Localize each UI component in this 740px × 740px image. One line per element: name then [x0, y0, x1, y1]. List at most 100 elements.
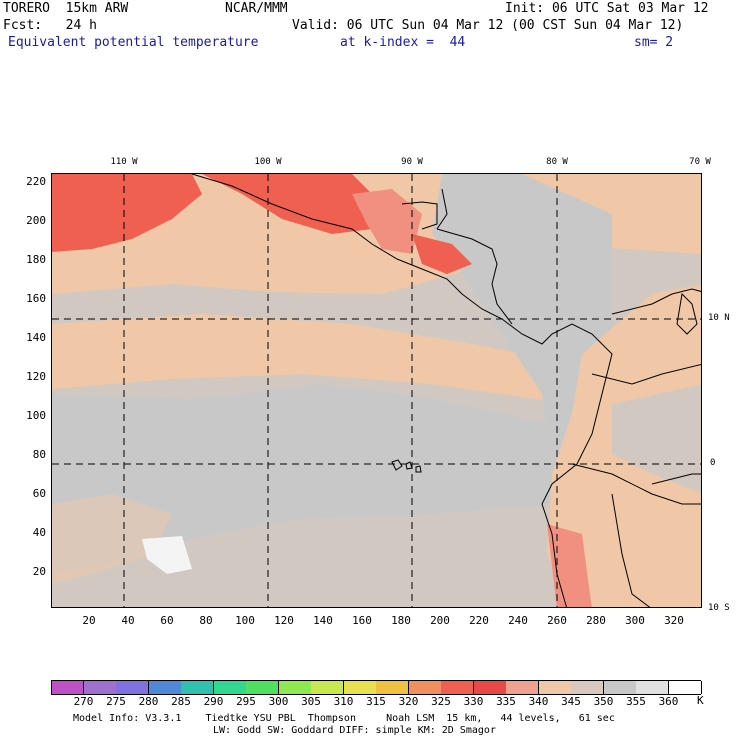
field-region-tan-south: [52, 494, 172, 584]
lake-maracaibo: [676, 292, 698, 335]
field-hot-peru: [547, 524, 592, 607]
field-hot-guatemala: [352, 189, 422, 254]
colorbar-label: 340: [528, 695, 549, 708]
x-tick: 300: [625, 614, 645, 627]
y-tick: 100: [26, 409, 46, 422]
colorbar-swatch: [571, 681, 604, 694]
colorbar-label: 315: [366, 695, 386, 708]
model-title: TORERO 15km ARW: [3, 1, 129, 16]
field-region-grey-north: [432, 174, 612, 474]
colorbar-label: 320: [398, 695, 419, 708]
x-tick: 140: [313, 614, 333, 627]
y-tick: 180: [26, 253, 46, 266]
island-galapagos-a: [391, 459, 403, 471]
colorbar-label: 355: [626, 695, 646, 708]
x-tick: 20: [82, 614, 96, 627]
colorbar-swatch: [506, 681, 539, 694]
colorbar-swatch: [148, 681, 182, 694]
smoothing-label: sm= 2: [634, 35, 674, 50]
coastlines: [191, 174, 701, 607]
x-tick: 160: [352, 614, 372, 627]
init-time: Init: 06 UTC Sat 03 Mar 12: [505, 1, 709, 16]
x-tick: 240: [508, 614, 528, 627]
colorbar-swatch: [603, 681, 637, 694]
colorbar-swatch: [408, 681, 442, 694]
colorbar-swatch: [636, 681, 669, 694]
x-tick: 40: [121, 614, 135, 627]
colorbar-swatch: [213, 681, 247, 694]
colorbar-swatch: [181, 681, 214, 694]
x-tick: 180: [391, 614, 411, 627]
y-tick: 220: [26, 175, 46, 188]
coastline-belize: [436, 188, 448, 230]
lat-label-10n: 10 N: [708, 313, 730, 323]
colorbar-label: 335: [496, 695, 516, 708]
coastline-yucatan: [401, 201, 438, 230]
colorbar-label: 330: [463, 695, 484, 708]
border-peru: [571, 463, 701, 505]
lon-label-70w: 70 W: [689, 157, 711, 167]
x-tick: 120: [274, 614, 294, 627]
footer-physics: LW: Godd SW: Goddard DIFF: simple KM: 2D…: [213, 725, 496, 736]
colorbar-swatch: [473, 681, 507, 694]
lon-label-110w: 110 W: [110, 157, 138, 167]
colorbar-label: 270: [73, 695, 94, 708]
colorbar-swatch: [51, 681, 84, 694]
colorbar-unit: K: [697, 694, 704, 707]
field-spot-white: [142, 536, 192, 574]
colorbar-swatch: [83, 681, 117, 694]
colorbar-swatch: [278, 681, 312, 694]
colorbar-label: 285: [171, 695, 191, 708]
x-tick: 200: [430, 614, 450, 627]
colorbar-label: 360: [658, 695, 679, 708]
map-panel: [51, 173, 702, 608]
colorbar-swatch: [376, 681, 409, 694]
colorbar-label: 345: [561, 695, 581, 708]
colorbar-swatch: [116, 681, 149, 694]
x-tick: 100: [235, 614, 255, 627]
y-tick: 60: [32, 487, 46, 500]
y-tick: 40: [32, 526, 46, 539]
border-colombia: [591, 363, 701, 385]
colorbar-label: 275: [106, 695, 126, 708]
field-band-tan: [52, 314, 572, 404]
colorbar-swatch: [343, 681, 377, 694]
field-land-interior: [612, 384, 701, 494]
lon-label-100w: 100 W: [254, 157, 282, 167]
y-tick: 80: [32, 448, 46, 461]
lat-label-0: 0: [710, 458, 716, 468]
x-tick: 220: [469, 614, 489, 627]
colorbar-label: 300: [268, 695, 289, 708]
footer-model-info: Model Info: V3.3.1 Tiedtke YSU PBL Thomp…: [73, 713, 615, 724]
colorbar: [51, 680, 702, 695]
colorbar-label: 295: [236, 695, 256, 708]
colorbar-swatch: [538, 681, 572, 694]
level-label: at k-index = 44: [340, 35, 466, 50]
graticule: [52, 174, 701, 607]
colorbar-label: 290: [203, 695, 224, 708]
island-galapagos-b: [405, 461, 413, 470]
center-label: NCAR/MMM: [225, 1, 288, 16]
coastline-caribbean: [436, 228, 513, 325]
colorbar-label: 325: [431, 695, 451, 708]
lon-label-90w: 90 W: [401, 157, 423, 167]
island-galapagos-c: [415, 465, 422, 473]
valid-time: Valid: 06 UTC Sun 04 Mar 12 (00 CST Sun …: [292, 18, 684, 33]
forecast-hour: Fcst: 24 h: [3, 18, 97, 33]
x-tick: 260: [547, 614, 567, 627]
colorbar-label: 310: [333, 695, 354, 708]
coastline-colombia: [611, 288, 701, 315]
x-tick: 60: [160, 614, 174, 627]
x-tick: 320: [664, 614, 684, 627]
x-tick: 280: [586, 614, 606, 627]
colorbar-swatch: [311, 681, 344, 694]
x-tick: 80: [199, 614, 213, 627]
border-brazil: [651, 473, 701, 485]
field-hot-honduras: [412, 234, 472, 274]
colorbar-label: 350: [593, 695, 614, 708]
border-andes: [611, 493, 651, 607]
colorbar-swatch: [246, 681, 279, 694]
lon-label-80w: 80 W: [546, 157, 568, 167]
colorbar-label: 305: [301, 695, 321, 708]
coastline-pacific: [191, 174, 613, 607]
